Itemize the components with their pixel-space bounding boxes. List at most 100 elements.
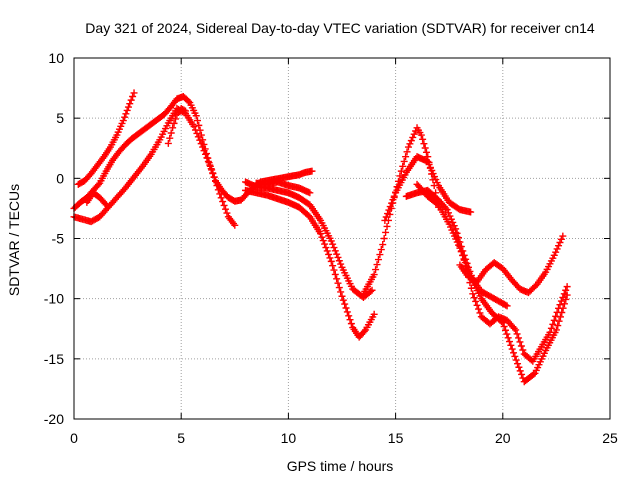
data-point xyxy=(470,294,478,302)
data-point xyxy=(396,172,404,180)
data-point xyxy=(335,257,343,265)
data-point xyxy=(331,247,339,255)
data-point xyxy=(190,123,198,131)
data-point xyxy=(308,167,316,175)
data-point xyxy=(550,251,558,259)
data-point xyxy=(473,301,481,309)
series-track-8 xyxy=(252,178,314,197)
data-point xyxy=(121,113,129,121)
series-track-5 xyxy=(164,105,189,147)
data-point xyxy=(323,247,331,255)
data-point xyxy=(368,286,376,294)
data-point xyxy=(502,301,510,309)
data-point xyxy=(557,297,565,305)
data-point xyxy=(338,292,346,300)
data-point xyxy=(389,196,397,204)
data-point xyxy=(459,252,467,260)
data-point xyxy=(552,312,560,320)
data-point xyxy=(373,261,381,269)
data-point xyxy=(207,165,215,173)
data-point xyxy=(400,157,408,165)
data-point xyxy=(342,304,350,312)
data-point xyxy=(223,209,231,217)
data-point xyxy=(193,117,201,125)
data-point xyxy=(372,266,380,274)
data-point xyxy=(469,290,477,298)
data-point xyxy=(553,245,561,253)
data-point xyxy=(216,190,224,198)
data-point xyxy=(555,317,563,325)
data-point xyxy=(407,137,415,145)
data-point xyxy=(213,182,221,190)
data-point xyxy=(167,129,175,137)
data-point xyxy=(346,316,354,324)
data-point xyxy=(514,360,522,368)
series-track-2 xyxy=(74,89,138,188)
data-point xyxy=(379,241,387,249)
data-point xyxy=(476,309,484,317)
data-point xyxy=(385,206,393,214)
data-point xyxy=(195,121,203,129)
data-point xyxy=(552,248,560,256)
y-tick-label: -15 xyxy=(44,351,64,367)
data-point xyxy=(345,312,353,320)
data-point xyxy=(446,212,454,220)
data-point xyxy=(376,251,384,259)
data-point xyxy=(384,210,392,218)
data-point xyxy=(452,228,460,236)
data-point xyxy=(374,256,382,264)
data-point xyxy=(206,161,214,169)
data-point xyxy=(515,363,523,371)
series-track-12 xyxy=(413,180,571,386)
data-point xyxy=(559,232,567,240)
data-point xyxy=(382,213,390,221)
data-point xyxy=(370,271,378,279)
data-point xyxy=(322,244,330,252)
data-point xyxy=(402,153,410,161)
data-point xyxy=(410,130,418,138)
data-point xyxy=(500,322,508,330)
data-point xyxy=(341,300,349,308)
series-track-9 xyxy=(359,124,442,298)
data-point xyxy=(209,169,217,177)
data-point xyxy=(530,370,538,378)
data-point xyxy=(360,327,368,335)
chart-title: Day 321 of 2024, Sidereal Day-to-day VTE… xyxy=(85,20,595,36)
data-point xyxy=(166,134,174,142)
data-point xyxy=(516,338,524,346)
data-point xyxy=(130,89,138,97)
data-point xyxy=(382,228,390,236)
data-point xyxy=(475,305,483,313)
data-point xyxy=(559,293,567,301)
data-point xyxy=(515,334,523,342)
data-point xyxy=(124,103,132,111)
data-point xyxy=(472,297,480,305)
data-point xyxy=(562,286,570,294)
data-points xyxy=(70,89,571,386)
data-point xyxy=(181,107,189,115)
data-point xyxy=(180,106,188,114)
data-point xyxy=(422,148,430,156)
data-point xyxy=(127,96,135,104)
series-track-10 xyxy=(381,153,475,224)
data-point xyxy=(453,233,461,241)
data-point xyxy=(343,308,351,316)
data-point xyxy=(560,290,568,298)
data-point xyxy=(331,270,339,278)
series-track-4 xyxy=(83,189,110,209)
data-point xyxy=(519,346,527,354)
data-point xyxy=(191,126,199,134)
data-point xyxy=(403,148,411,156)
data-point xyxy=(406,140,414,148)
data-point xyxy=(510,324,518,332)
data-point xyxy=(506,338,513,346)
data-point xyxy=(317,230,325,238)
data-point xyxy=(122,110,130,118)
y-tick-label: -20 xyxy=(44,411,64,427)
x-tick-label: 25 xyxy=(602,430,618,446)
data-point xyxy=(556,239,564,247)
data-point xyxy=(101,199,109,207)
data-point xyxy=(334,279,342,287)
data-point xyxy=(330,244,338,252)
data-point xyxy=(334,253,342,261)
